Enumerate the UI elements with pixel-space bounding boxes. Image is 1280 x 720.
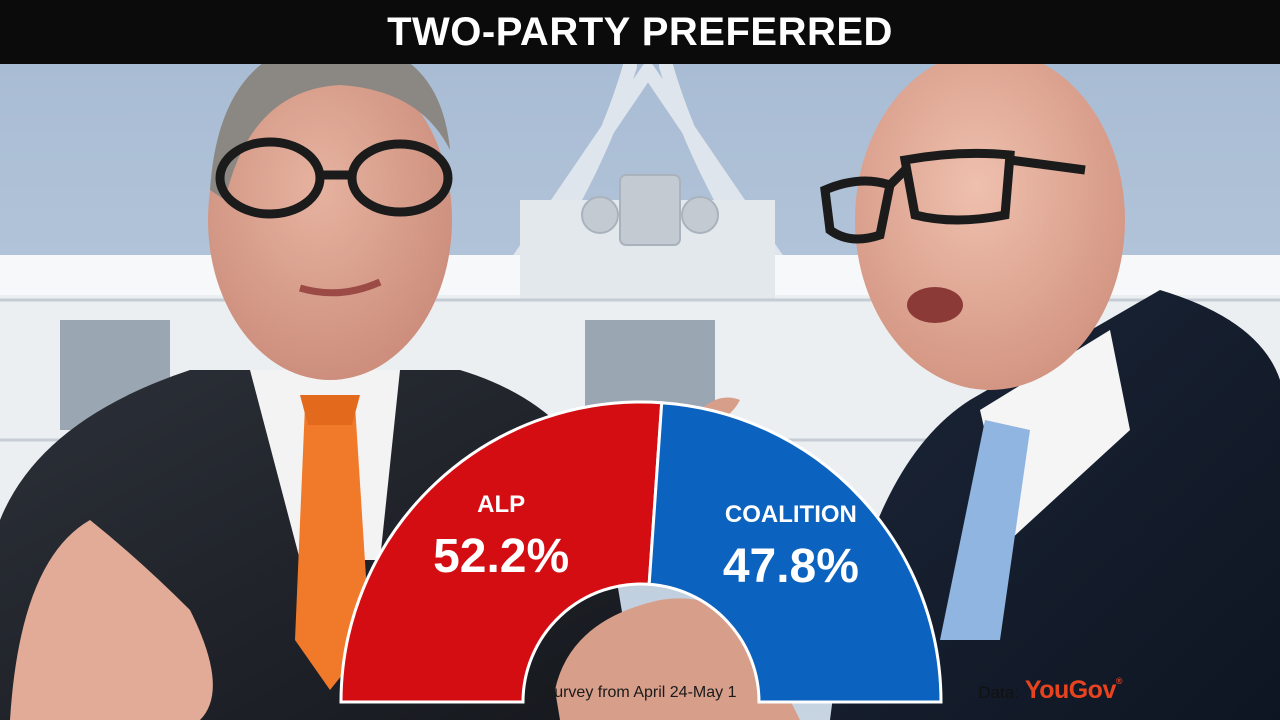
yougov-logo: YouGov® (1024, 676, 1123, 705)
source-label: Data: (978, 683, 1019, 702)
chart-title: TWO-PARTY PREFERRED (387, 9, 893, 54)
registered-mark: ® (1115, 676, 1123, 686)
survey-footnote: Survey from April 24-May 1 (543, 684, 737, 701)
yougov-logo-text: YouGov (1024, 676, 1116, 704)
coat-of-arms (581, 174, 719, 246)
data-source: Data: YouGov® (978, 676, 1122, 705)
title-bar: TWO-PARTY PREFERRED (0, 0, 1280, 64)
